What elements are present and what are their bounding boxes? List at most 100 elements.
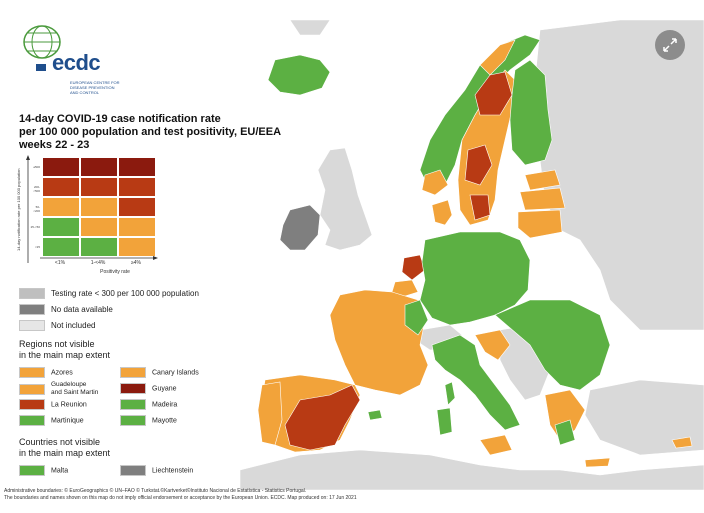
matrix-cell: [80, 157, 118, 177]
regions-heading-line-1: Regions not visible: [19, 339, 95, 349]
canary-label: Canary Islands: [152, 369, 199, 377]
guyane-label: Guyane: [152, 385, 177, 393]
malta-label: Malta: [51, 467, 69, 475]
logo-wordmark: ecdc: [52, 50, 101, 75]
matrix-column-label: <1%: [54, 260, 66, 266]
regions-heading-line-2: in the main map extent: [19, 350, 111, 360]
region-madeira: Madeira: [120, 399, 177, 410]
region-la-reunion: La Reunion: [19, 399, 87, 410]
spain-red-region[interactable]: [284, 384, 361, 451]
matrix-column-label: 1-<4%: [90, 260, 106, 266]
la-reunion-swatch: [19, 399, 45, 410]
matrix-row-label: <25: [34, 245, 40, 249]
title-line-2: per 100 000 population and test positivi…: [19, 126, 282, 138]
la-reunion-label: La Reunion: [51, 401, 87, 409]
region-guyane: Guyane: [120, 383, 177, 394]
croatia-region[interactable]: [474, 329, 511, 361]
finland-region[interactable]: [509, 59, 553, 166]
countries-heading-line-2: in the main map extent: [19, 448, 111, 458]
ecdc-logo: ecdc EUROPEAN CENTRE FOR DISEASE PREVENT…: [22, 20, 120, 95]
guadeloupe-label: Guadeloupe and Saint Martin: [51, 381, 98, 397]
denmark-region[interactable]: [431, 199, 453, 226]
canary-swatch: [120, 367, 146, 378]
netherlands-region[interactable]: [401, 254, 426, 281]
madeira-swatch: [120, 399, 146, 410]
not-included-label: Not included: [51, 321, 96, 330]
greece-green[interactable]: [554, 419, 576, 446]
norway-region[interactable]: [419, 34, 541, 191]
testing-rate-label: Testing rate < 300 per 100 000 populatio…: [51, 289, 199, 298]
matrix-cell: [118, 157, 156, 177]
title-line-3: weeks 22 - 23: [19, 139, 90, 151]
lithuania-region[interactable]: [517, 209, 563, 239]
portugal-region[interactable]: [257, 381, 283, 446]
sweden-red-mid[interactable]: [464, 144, 493, 186]
matrix-row-label: ≥500: [33, 165, 40, 169]
matrix-cell: [118, 177, 156, 197]
matrix-cell: [118, 237, 156, 257]
matrix-x-axis-label: Positivity rate: [100, 269, 130, 275]
region-guadeloupe: Guadeloupe and Saint Martin: [19, 381, 98, 397]
y-axis-arrow: [26, 155, 30, 263]
estonia-region[interactable]: [524, 169, 561, 191]
ireland-region[interactable]: [279, 204, 321, 251]
matrix-cell: [80, 217, 118, 237]
region-martinique: Martinique: [19, 415, 84, 426]
liechtenstein-label: Liechtenstein: [152, 467, 194, 475]
legend-not-included: Not included: [19, 320, 95, 332]
matrix-cell: [42, 177, 80, 197]
x-axis-arrow: [40, 256, 158, 260]
matrix-row-label: 25-<50: [30, 225, 40, 229]
italy-region[interactable]: [431, 334, 521, 431]
region-azores: Azores: [19, 367, 73, 378]
country-liechtenstein: Liechtenstein: [120, 465, 193, 476]
belgium-region[interactable]: [391, 279, 419, 298]
martinique-label: Martinique: [51, 417, 84, 425]
matrix-cell: [42, 197, 80, 217]
sardinia-region[interactable]: [436, 407, 453, 436]
matrix-cell: [80, 237, 118, 257]
legend-matrix: 14-day notification rate per 100 000 pop…: [16, 155, 160, 275]
footer-disclaimer: The boundaries and names shown on this m…: [4, 495, 357, 501]
guadeloupe-swatch: [19, 383, 45, 395]
liechtenstein-swatch: [120, 465, 146, 476]
balearic-region[interactable]: [367, 409, 383, 421]
globe-icon: [23, 25, 61, 71]
iceland-region[interactable]: [267, 54, 331, 96]
mayotte-label: Mayotte: [152, 417, 177, 425]
region-mayotte: Mayotte: [120, 415, 177, 426]
sweden-red-south[interactable]: [469, 194, 491, 221]
cyprus-region[interactable]: [671, 436, 693, 449]
region-canary-islands: Canary Islands: [120, 367, 199, 378]
matrix-cell: [80, 197, 118, 217]
norway-south-orange[interactable]: [421, 169, 449, 196]
matrix-cell: [118, 197, 156, 217]
expand-button[interactable]: [655, 30, 685, 60]
regions-heading: Regions not visible in the main map exte…: [19, 339, 110, 361]
latvia-region[interactable]: [519, 187, 566, 211]
guyane-swatch: [120, 383, 146, 394]
footer-attribution: Administrative boundaries: © EuroGeograp…: [4, 488, 307, 494]
sicily-region[interactable]: [479, 434, 513, 456]
map-canvas[interactable]: [0, 0, 704, 490]
norway-orange-region[interactable]: [479, 39, 516, 76]
country-malta: Malta: [19, 465, 68, 476]
guadeloupe-label-line-1: Guadeloupe: [51, 381, 87, 388]
azores-label: Azores: [51, 369, 73, 377]
map-title: 14-day COVID-19 case notification rate p…: [19, 113, 319, 152]
mayotte-swatch: [120, 415, 146, 426]
countries-heading: Countries not visible in the main map ex…: [19, 437, 110, 459]
matrix-cell: [42, 237, 80, 257]
france-green-east[interactable]: [404, 299, 429, 336]
europe-map[interactable]: [0, 0, 704, 490]
logo-subtitle: EUROPEAN CENTRE FOR DISEASE PREVENTION A…: [70, 80, 120, 95]
matrix-cell: [42, 217, 80, 237]
corsica-region[interactable]: [444, 381, 456, 406]
greece-region[interactable]: [544, 389, 586, 441]
matrix-cell: [118, 217, 156, 237]
expand-icon: [663, 38, 677, 52]
southeast-europe-region[interactable]: [494, 299, 611, 391]
crete-region[interactable]: [584, 457, 611, 468]
france-region[interactable]: [329, 289, 429, 396]
